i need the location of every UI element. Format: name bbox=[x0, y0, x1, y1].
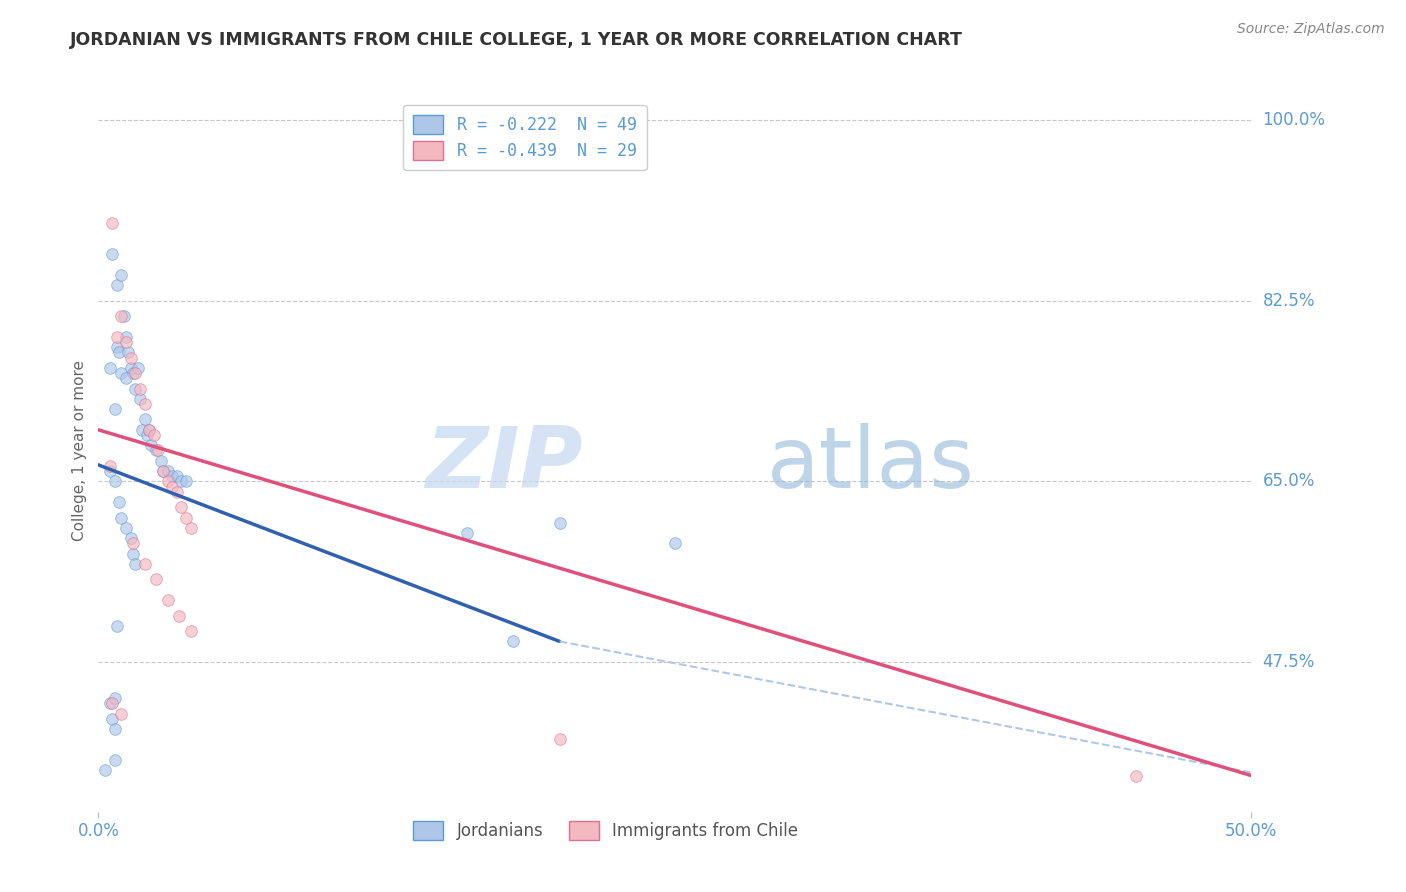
Point bbox=[110, 706, 132, 721]
Point bbox=[548, 732, 571, 747]
Point bbox=[101, 712, 124, 726]
Point bbox=[98, 360, 121, 375]
Point bbox=[129, 382, 152, 396]
Legend: Jordanians, Immigrants from Chile: Jordanians, Immigrants from Chile bbox=[406, 814, 804, 847]
Point bbox=[101, 696, 124, 710]
Point bbox=[166, 469, 188, 483]
Point bbox=[122, 536, 145, 550]
Point bbox=[117, 345, 139, 359]
Point bbox=[131, 423, 153, 437]
Text: 82.5%: 82.5% bbox=[1263, 292, 1315, 310]
Point bbox=[141, 438, 163, 452]
Point bbox=[138, 423, 160, 437]
Text: atlas: atlas bbox=[768, 424, 976, 507]
Point bbox=[156, 593, 179, 607]
Point bbox=[122, 366, 145, 380]
Point bbox=[94, 764, 117, 778]
Point bbox=[105, 340, 128, 354]
Point bbox=[98, 458, 121, 473]
Point bbox=[103, 753, 125, 767]
Point bbox=[548, 516, 571, 530]
Point bbox=[112, 310, 135, 324]
Point bbox=[134, 557, 156, 571]
Point bbox=[120, 351, 142, 365]
Point bbox=[134, 412, 156, 426]
Point bbox=[127, 360, 149, 375]
Point bbox=[156, 475, 179, 489]
Point bbox=[108, 495, 131, 509]
Point bbox=[664, 536, 686, 550]
Point bbox=[142, 428, 165, 442]
Point bbox=[120, 531, 142, 545]
Point bbox=[156, 464, 179, 478]
Text: 65.0%: 65.0% bbox=[1263, 473, 1315, 491]
Point bbox=[180, 521, 202, 535]
Point bbox=[145, 573, 167, 587]
Point bbox=[105, 619, 128, 633]
Point bbox=[167, 608, 190, 623]
Point bbox=[115, 371, 138, 385]
Point bbox=[103, 691, 125, 706]
Text: 100.0%: 100.0% bbox=[1263, 112, 1326, 129]
Point bbox=[1125, 768, 1147, 783]
Point bbox=[115, 330, 138, 344]
Point bbox=[108, 345, 131, 359]
Point bbox=[129, 392, 152, 406]
Point bbox=[103, 722, 125, 736]
Text: ZIP: ZIP bbox=[425, 424, 582, 507]
Point bbox=[115, 334, 138, 349]
Point bbox=[115, 521, 138, 535]
Point bbox=[170, 475, 193, 489]
Point bbox=[101, 247, 124, 261]
Point bbox=[124, 366, 146, 380]
Point bbox=[174, 475, 197, 489]
Point bbox=[110, 310, 132, 324]
Point bbox=[502, 634, 524, 648]
Point bbox=[98, 464, 121, 478]
Point bbox=[456, 526, 478, 541]
Point bbox=[160, 469, 183, 483]
Point bbox=[148, 443, 170, 458]
Point bbox=[122, 547, 145, 561]
Point bbox=[166, 484, 188, 499]
Text: Source: ZipAtlas.com: Source: ZipAtlas.com bbox=[1237, 22, 1385, 37]
Point bbox=[135, 428, 157, 442]
Point bbox=[110, 366, 132, 380]
Point bbox=[105, 330, 128, 344]
Point bbox=[152, 464, 174, 478]
Point bbox=[145, 443, 167, 458]
Text: JORDANIAN VS IMMIGRANTS FROM CHILE COLLEGE, 1 YEAR OR MORE CORRELATION CHART: JORDANIAN VS IMMIGRANTS FROM CHILE COLLE… bbox=[70, 31, 963, 49]
Point bbox=[138, 423, 160, 437]
Point bbox=[174, 510, 197, 524]
Point bbox=[103, 475, 125, 489]
Point bbox=[103, 402, 125, 417]
Point bbox=[160, 480, 183, 494]
Point bbox=[98, 696, 121, 710]
Point bbox=[134, 397, 156, 411]
Point bbox=[180, 624, 202, 639]
Point bbox=[124, 557, 146, 571]
Point bbox=[110, 268, 132, 282]
Point bbox=[105, 278, 128, 293]
Text: 47.5%: 47.5% bbox=[1263, 653, 1315, 671]
Point bbox=[152, 464, 174, 478]
Point bbox=[124, 382, 146, 396]
Point bbox=[110, 510, 132, 524]
Point bbox=[101, 216, 124, 230]
Point bbox=[149, 454, 172, 468]
Point bbox=[120, 360, 142, 375]
Point bbox=[170, 500, 193, 515]
Y-axis label: College, 1 year or more: College, 1 year or more bbox=[72, 360, 87, 541]
